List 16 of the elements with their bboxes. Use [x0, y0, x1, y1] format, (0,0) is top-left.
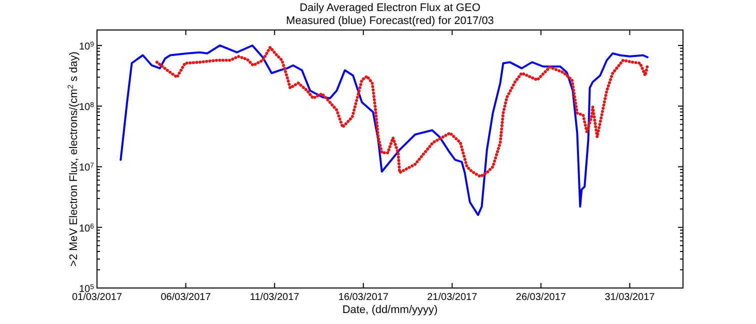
x-tick-label: 01/03/2017: [72, 292, 122, 303]
x-tick-label: 21/03/2017: [427, 292, 478, 303]
x-tick-label: 26/03/2017: [516, 292, 566, 303]
y-tick-label: 10$^{7}$: [78, 162, 94, 174]
y-tick-label: 10$^{8}$: [78, 102, 94, 114]
x-axis-title: Date, (dd/mm/yyyy): [342, 304, 438, 316]
y-tick-label: 10$^{6}$: [78, 222, 94, 234]
x-tick-label: 16/03/2017: [338, 292, 389, 303]
chart-title: Daily Averaged Electron Flux at GEO: [300, 2, 481, 14]
chart-subtitle: Measured (blue) Forecast(red) for 2017/03: [286, 15, 494, 27]
x-tick-label: 11/03/2017: [250, 292, 300, 303]
line-series: [155, 46, 649, 178]
line-series: [120, 44, 648, 216]
x-tick-label: 06/03/2017: [160, 292, 212, 303]
x-tick-label: 31/03/2017: [604, 292, 656, 303]
y-tick-label: 10$^{9}$: [78, 40, 94, 52]
